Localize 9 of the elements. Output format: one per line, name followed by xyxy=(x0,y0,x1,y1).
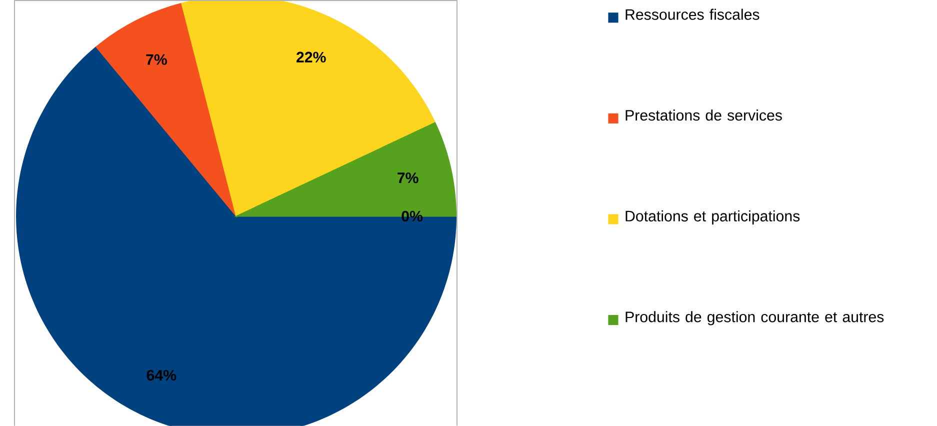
legend-label: Produits de gestion courante et autres xyxy=(626,311,884,326)
data-label: 64% xyxy=(146,370,176,381)
legend-label: Prestations de services xyxy=(626,110,782,121)
data-label: 22% xyxy=(296,52,326,63)
data-label: 7% xyxy=(146,54,167,65)
data-label: 7% xyxy=(398,172,418,184)
text: 0% xyxy=(402,210,423,222)
legend-label: Ressources fiscales xyxy=(626,8,760,20)
legend-label: Dotations et participations xyxy=(626,210,800,225)
